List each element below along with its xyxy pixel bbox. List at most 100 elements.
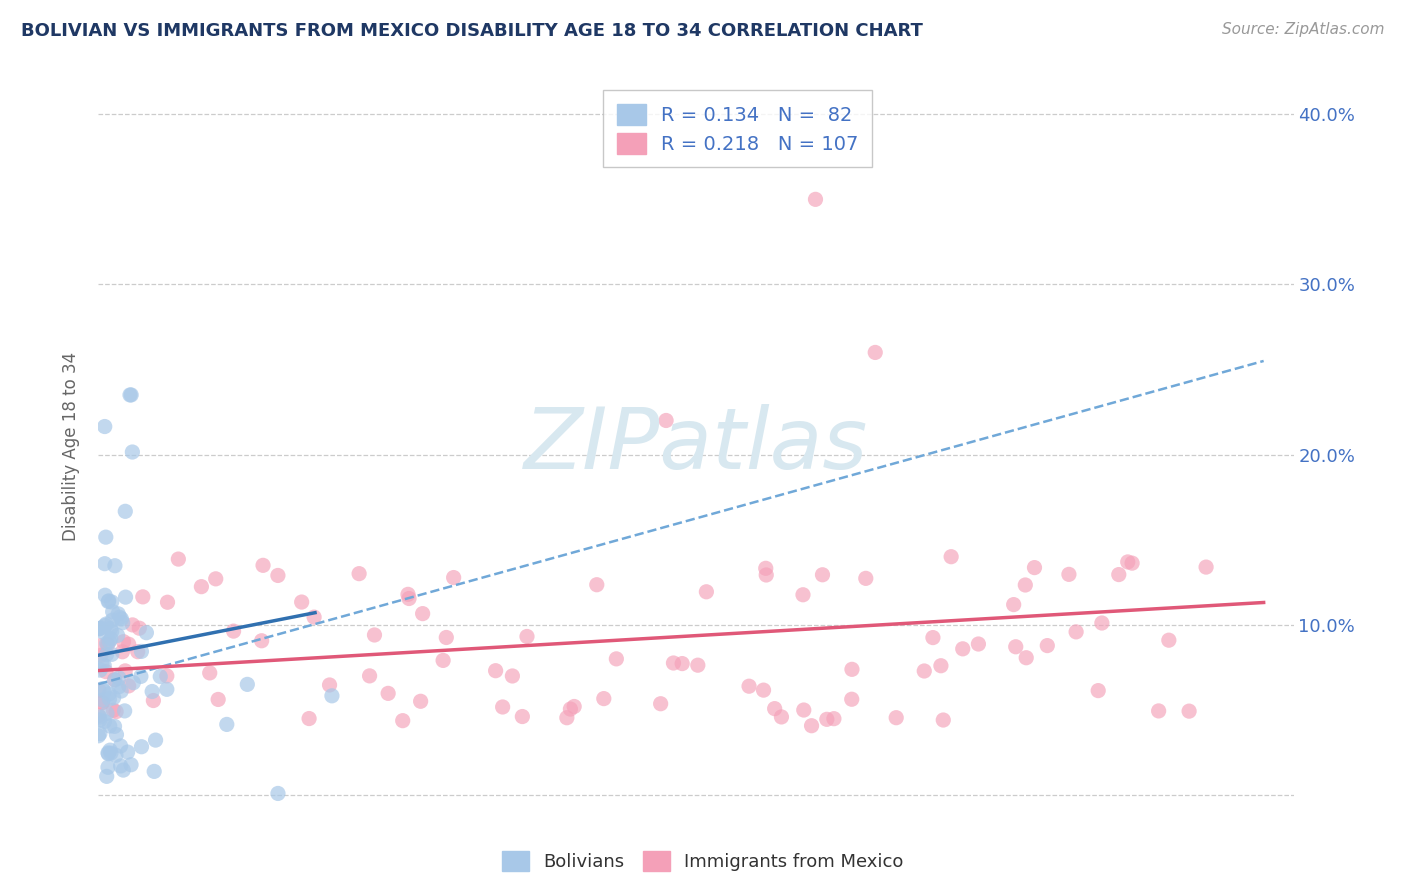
Point: [952, 641, 974, 656]
Point: [1057, 567, 1080, 582]
Point: [100, 648, 122, 662]
Point: [686, 658, 709, 673]
Point: [855, 571, 877, 585]
Point: [94, 665, 117, 679]
Point: [1002, 598, 1025, 612]
Point: [755, 561, 778, 575]
Point: [738, 679, 761, 693]
Point: [107, 607, 129, 621]
Point: [100, 595, 122, 609]
Point: [90, 621, 112, 635]
Point: [491, 700, 513, 714]
Point: [98, 634, 121, 648]
Point: [87, 622, 110, 636]
Point: [114, 590, 136, 604]
Point: [412, 607, 434, 621]
Point: [267, 787, 290, 801]
Point: [97, 637, 120, 651]
Point: [1108, 567, 1130, 582]
Point: [131, 739, 153, 754]
Point: [318, 678, 340, 692]
Point: [107, 680, 129, 694]
Point: [105, 705, 128, 719]
Point: [190, 580, 212, 594]
Point: [811, 567, 834, 582]
Point: [90, 648, 112, 663]
Point: [207, 692, 229, 706]
Point: [118, 637, 141, 651]
Point: [1004, 640, 1026, 654]
Point: [111, 615, 134, 630]
Point: [512, 709, 534, 723]
Point: [114, 704, 136, 718]
Point: [1064, 624, 1087, 639]
Point: [763, 701, 786, 715]
Point: [967, 637, 990, 651]
Point: [1121, 556, 1143, 570]
Point: [94, 530, 117, 544]
Point: [120, 757, 142, 772]
Point: [145, 733, 167, 747]
Point: [555, 711, 578, 725]
Point: [156, 595, 179, 609]
Point: [141, 684, 163, 698]
Point: [409, 694, 432, 708]
Point: [922, 631, 945, 645]
Point: [117, 745, 139, 759]
Point: [91, 681, 114, 696]
Point: [250, 633, 273, 648]
Point: [96, 617, 118, 632]
Point: [398, 591, 420, 606]
Point: [215, 717, 238, 731]
Point: [97, 760, 120, 774]
Point: [128, 621, 150, 635]
Point: [104, 748, 127, 763]
Point: [93, 658, 115, 673]
Point: [100, 622, 122, 636]
Point: [204, 572, 226, 586]
Point: [87, 683, 110, 698]
Point: [516, 630, 538, 644]
Point: [103, 703, 125, 717]
Point: [91, 657, 114, 671]
Point: [93, 684, 115, 698]
Point: [167, 552, 190, 566]
Point: [695, 584, 717, 599]
Point: [1157, 633, 1180, 648]
Point: [118, 679, 141, 693]
Point: [605, 652, 627, 666]
Point: [363, 628, 385, 642]
Point: [592, 691, 614, 706]
Text: BOLIVIAN VS IMMIGRANTS FROM MEXICO DISABILITY AGE 18 TO 34 CORRELATION CHART: BOLIVIAN VS IMMIGRANTS FROM MEXICO DISAB…: [21, 22, 922, 40]
Point: [107, 628, 129, 642]
Point: [804, 192, 827, 206]
Point: [97, 746, 120, 760]
Point: [501, 669, 523, 683]
Point: [841, 662, 863, 676]
Point: [94, 588, 117, 602]
Point: [111, 645, 134, 659]
Point: [97, 747, 120, 761]
Point: [89, 622, 111, 636]
Point: [267, 568, 290, 582]
Point: [485, 664, 508, 678]
Point: [1014, 578, 1036, 592]
Point: [129, 669, 152, 683]
Point: [118, 388, 141, 402]
Point: [770, 710, 793, 724]
Point: [1116, 555, 1139, 569]
Point: [110, 759, 132, 773]
Point: [1195, 560, 1218, 574]
Point: [93, 714, 115, 729]
Point: [104, 558, 127, 573]
Y-axis label: Disability Age 18 to 34: Disability Age 18 to 34: [62, 351, 80, 541]
Point: [302, 610, 325, 624]
Point: [156, 669, 179, 683]
Point: [912, 664, 935, 678]
Point: [121, 445, 143, 459]
Point: [650, 697, 672, 711]
Point: [94, 618, 117, 632]
Point: [131, 644, 153, 658]
Point: [96, 648, 118, 662]
Point: [655, 413, 678, 427]
